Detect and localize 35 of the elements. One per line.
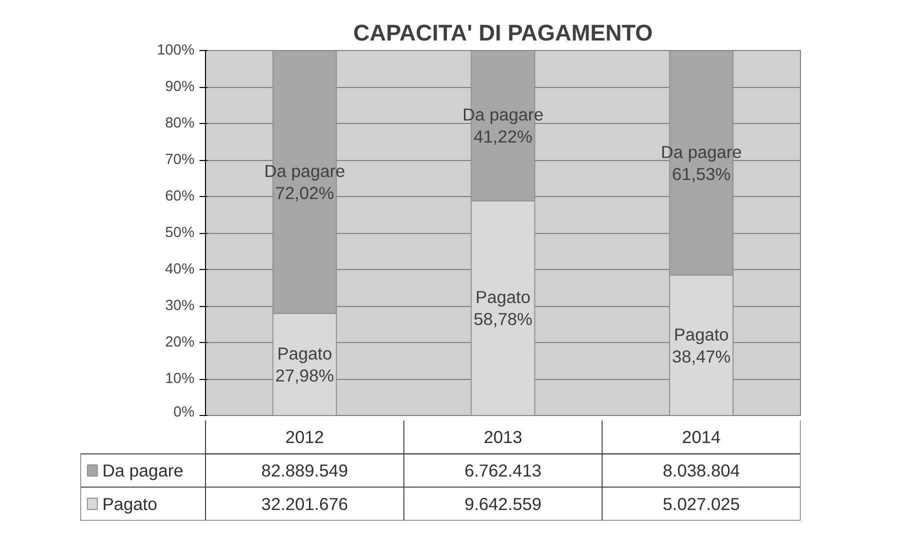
text: Pagato	[674, 324, 729, 344]
data-label: 58,78%	[474, 309, 532, 330]
y-tick-label: 70%	[165, 152, 195, 168]
y-tick-label: 100%	[157, 42, 195, 58]
x-tick-label: 2013	[484, 427, 522, 448]
y-tick-label: 30%	[165, 298, 195, 314]
text: 82.889.549	[261, 460, 348, 480]
text: 9.642.559	[464, 494, 542, 514]
y-tick-label: 40%	[165, 262, 195, 278]
data-label: 72,02%	[275, 182, 334, 203]
data-label: 61,53%	[672, 164, 731, 184]
data-label: 41,22%	[474, 126, 532, 147]
legend-label: Da pagare	[102, 460, 184, 480]
y-tick-label: 90%	[165, 79, 195, 95]
text: 8.038.804	[662, 460, 740, 480]
legend-label: Pagato	[102, 494, 158, 514]
text: Da pagare	[462, 104, 544, 125]
text: 32.201.676	[261, 494, 348, 514]
y-tick-label: 50%	[165, 225, 195, 241]
x-tick-label: 2014	[682, 427, 721, 448]
text: Da pagare	[264, 160, 346, 181]
chart-title: CAPACITA' DI PAGAMENTO	[353, 20, 653, 46]
text: 6.762.413	[464, 460, 542, 480]
text: Da pagare	[660, 142, 742, 162]
y-tick-label: 80%	[165, 116, 195, 132]
data-label: 38,47%	[672, 346, 731, 366]
x-tick-label: 2012	[285, 427, 324, 448]
y-tick-label: 0%	[173, 404, 195, 420]
y-tick-label: 10%	[165, 371, 195, 387]
y-tick-label: 60%	[165, 188, 195, 204]
text: 5.027.025	[662, 494, 740, 514]
data-label: 27,98%	[275, 365, 334, 386]
text: Pagato	[277, 343, 332, 364]
y-tick-label: 20%	[165, 334, 195, 350]
text: Pagato	[476, 287, 530, 308]
